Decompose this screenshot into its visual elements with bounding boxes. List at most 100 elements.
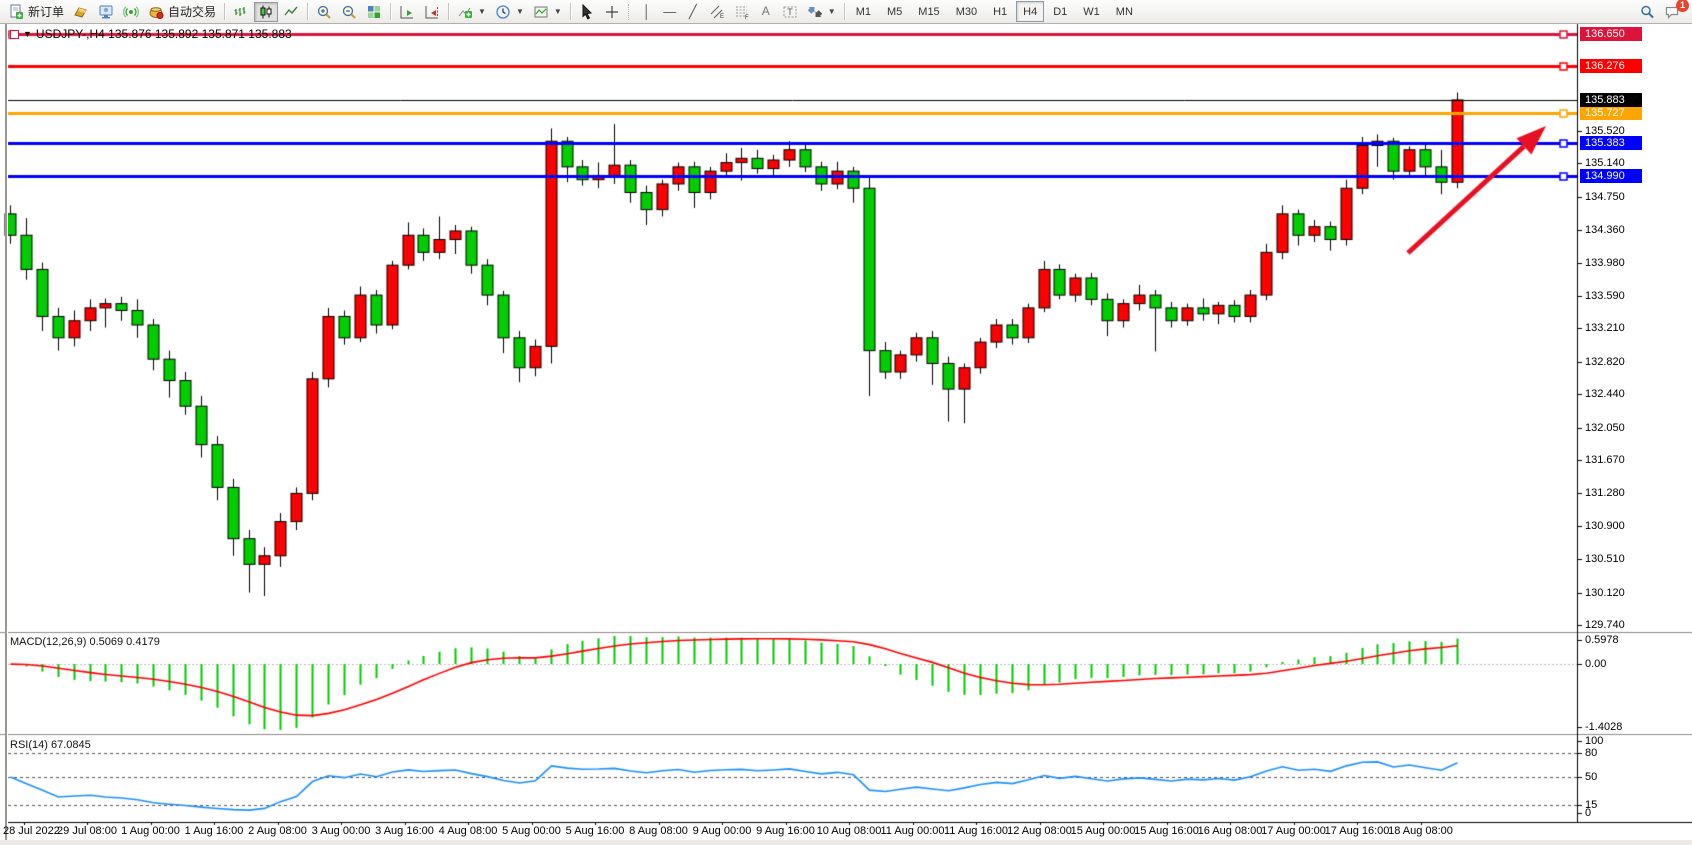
vertical-line-button[interactable]: │ bbox=[636, 2, 658, 22]
time-axis-label: 4 Aug 08:00 bbox=[438, 825, 498, 837]
timeframe-button-h1[interactable]: H1 bbox=[993, 5, 1008, 18]
macd-indicator-label: MACD(12,26,9) 0.5069 0.4179 bbox=[10, 636, 160, 648]
current-price-tag: 135.883 bbox=[1580, 93, 1642, 107]
line-selection-marker[interactable] bbox=[10, 29, 19, 39]
time-axis-label: 17 Aug 00:00 bbox=[1261, 825, 1326, 837]
indicators-icon bbox=[457, 4, 473, 20]
trendline-button[interactable]: ╱ bbox=[682, 2, 704, 22]
market-watch-button[interactable] bbox=[94, 2, 118, 22]
text-label-icon: T bbox=[782, 4, 798, 20]
timeframe-button-mn[interactable]: MN bbox=[1115, 5, 1133, 18]
price-line-tag: 134.990 bbox=[1580, 169, 1642, 183]
timeframe-button-h4[interactable]: H4 bbox=[1016, 1, 1045, 22]
price-tick-label: 131.670 bbox=[1585, 454, 1625, 467]
price-tick-label: 130.900 bbox=[1585, 519, 1625, 532]
chart-shift-icon bbox=[424, 4, 440, 20]
macd-scale-label: 0.5978 bbox=[1585, 634, 1619, 646]
periods-button[interactable]: ▼ bbox=[491, 2, 528, 22]
new-order-icon bbox=[8, 4, 24, 20]
fibonacci-button[interactable]: F bbox=[730, 2, 754, 22]
macd-scale-label: -1.4028 bbox=[1585, 721, 1623, 733]
horizontal-line-button[interactable]: — bbox=[659, 2, 681, 22]
time-axis-label: 3 Aug 16:00 bbox=[375, 825, 434, 837]
toolbar-separator bbox=[569, 3, 571, 20]
time-axis-label: 12 Aug 08:00 bbox=[1007, 825, 1072, 837]
price-tick-label: 132.050 bbox=[1585, 421, 1625, 434]
zoom-in-button[interactable] bbox=[312, 2, 336, 22]
timeframe-button-w1[interactable]: W1 bbox=[1083, 5, 1100, 18]
price-tick-label: 129.740 bbox=[1585, 619, 1625, 632]
price-tick-label: 131.280 bbox=[1585, 487, 1625, 500]
equidistant-channel-icon: E bbox=[709, 4, 725, 20]
time-axis-label: 9 Aug 16:00 bbox=[756, 825, 815, 837]
timeframe-toolbar: M1 M5 M15 M30 H1 H4 D1 W1 MN bbox=[849, 1, 1140, 22]
chart-shift-button[interactable] bbox=[420, 2, 444, 22]
price-tick-label: 135.140 bbox=[1585, 157, 1625, 170]
arrows-icon bbox=[807, 4, 823, 20]
candlestick-chart-button[interactable] bbox=[254, 1, 279, 22]
timeframe-button-m5[interactable]: M5 bbox=[887, 5, 903, 18]
time-axis-label: 2 Aug 08:00 bbox=[248, 825, 307, 837]
signals-button[interactable] bbox=[119, 2, 143, 22]
rsi-scale-label: 15 bbox=[1585, 799, 1598, 811]
dropdown-arrow-icon: ▼ bbox=[553, 7, 562, 16]
templates-button[interactable]: ▼ bbox=[529, 2, 566, 22]
data-window-button[interactable] bbox=[69, 2, 93, 22]
price-axis[interactable]: 135.520 135.140 134.750 134.360 133.980 133.5… bbox=[1578, 24, 1691, 824]
macd-scale-label: 0.00 bbox=[1585, 658, 1607, 671]
auto-scroll-button[interactable] bbox=[395, 2, 419, 22]
price-line-tag: 136.650 bbox=[1580, 27, 1642, 41]
time-axis-label: 9 Aug 00:00 bbox=[692, 825, 752, 837]
horizontal-line-icon: — bbox=[663, 4, 677, 19]
price-tick-label: 135.520 bbox=[1585, 124, 1625, 137]
chart-menu-arrow-icon[interactable]: ▼ bbox=[23, 29, 32, 39]
bar-chart-button[interactable] bbox=[229, 2, 253, 22]
time-axis-label: 28 Jul 2022 bbox=[3, 825, 60, 837]
time-axis-label: 3 Aug 00:00 bbox=[311, 825, 371, 837]
toolbar-separator bbox=[307, 3, 309, 20]
timeframe-button-m1[interactable]: M1 bbox=[855, 5, 871, 18]
timeframe-button-m15[interactable]: M15 bbox=[918, 5, 940, 18]
time-axis[interactable]: 28 Jul 2022 29 Jul 08:00 1 Aug 00:00 1 Aug … bbox=[0, 824, 1692, 840]
line-chart-button[interactable] bbox=[279, 2, 303, 22]
signal-icon bbox=[123, 4, 139, 20]
notifications-button[interactable]: 1 bbox=[1660, 0, 1689, 22]
auto-trading-label: 自动交易 bbox=[168, 5, 217, 19]
toolbar: 新订单 自动交易 bbox=[0, 0, 1692, 24]
equidistant-channel-button[interactable]: E bbox=[705, 2, 729, 22]
new-order-button[interactable]: 新订单 bbox=[4, 2, 68, 22]
window-bottom-edge bbox=[0, 840, 1692, 845]
price-tick-label: 133.980 bbox=[1585, 256, 1625, 269]
svg-text:E: E bbox=[720, 14, 724, 20]
crosshair-button[interactable] bbox=[600, 2, 624, 22]
auto-trading-button[interactable]: 自动交易 bbox=[144, 2, 220, 22]
price-tick-label: 130.510 bbox=[1585, 553, 1625, 566]
price-line-tag: 135.727 bbox=[1580, 106, 1642, 120]
text-label-button[interactable]: T bbox=[778, 2, 802, 22]
search-button[interactable] bbox=[1635, 2, 1659, 22]
search-icon bbox=[1639, 4, 1655, 20]
dropdown-arrow-icon: ▼ bbox=[515, 7, 524, 16]
toolbar-separator bbox=[390, 3, 392, 20]
tile-windows-button[interactable] bbox=[362, 2, 386, 22]
rsi-scale-label: 100 bbox=[1585, 735, 1604, 747]
time-axis-label: 8 Aug 08:00 bbox=[629, 825, 688, 837]
toolbar-grip bbox=[627, 3, 632, 20]
time-axis-label: 15 Aug 00:00 bbox=[1070, 825, 1136, 837]
candlestick-chart-icon bbox=[258, 4, 274, 20]
auto-scroll-icon bbox=[399, 4, 415, 20]
timeframe-button-d1[interactable]: D1 bbox=[1053, 5, 1068, 18]
zoom-out-button[interactable] bbox=[337, 2, 361, 22]
timeframe-button-m30[interactable]: M30 bbox=[955, 5, 978, 18]
cursor-button[interactable] bbox=[575, 2, 599, 22]
dropdown-arrow-icon: ▼ bbox=[827, 7, 836, 16]
time-axis-label: 1 Aug 16:00 bbox=[184, 825, 244, 837]
arrows-button[interactable]: ▼ bbox=[803, 2, 840, 22]
indicators-button[interactable]: ▼ bbox=[453, 2, 490, 22]
svg-text:F: F bbox=[745, 15, 749, 20]
price-tick-label: 132.820 bbox=[1585, 355, 1625, 368]
text-button[interactable]: A bbox=[755, 2, 777, 22]
vertical-line-icon: │ bbox=[642, 4, 651, 19]
zoom-in-icon bbox=[316, 4, 332, 20]
